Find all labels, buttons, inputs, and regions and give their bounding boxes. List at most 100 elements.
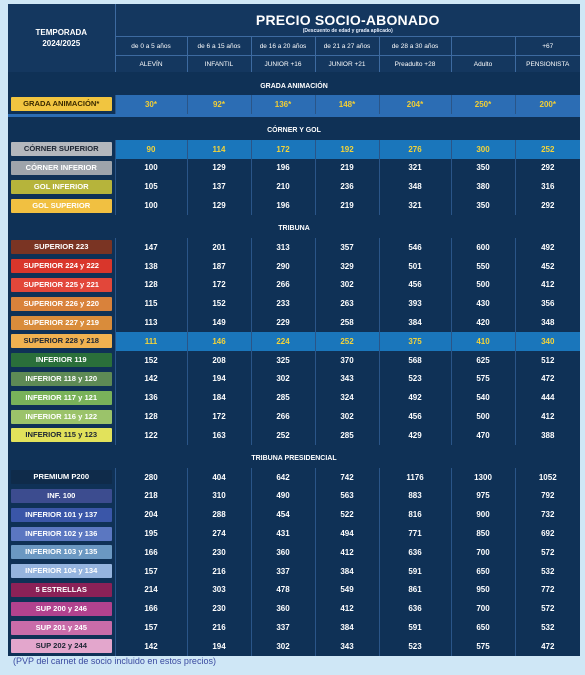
price-cell: 149	[186, 313, 251, 332]
table-row: GOL INFERIOR 105 137 210 236 348 380 316	[8, 177, 580, 197]
table-row: INFERIOR 102 y 136 195 274 431 494 771 850 692	[8, 524, 580, 543]
price-cell: 393	[378, 294, 451, 314]
zone-label-cell: SUPERIOR 228 y 218	[8, 332, 115, 351]
price-cell: 111	[114, 331, 187, 351]
price-cell: 142	[114, 369, 187, 389]
price-cell: 883	[378, 486, 451, 506]
zone-label-cell: PREMIUM P200	[8, 468, 115, 487]
price-cell: 642	[250, 467, 315, 487]
section-tribuna-presidencial: TRIBUNA PRESIDENCIAL	[8, 449, 580, 468]
price-cell: 290	[250, 256, 315, 276]
price-cell: 114	[186, 139, 251, 159]
category-6: PENSIONISTA	[515, 55, 580, 72]
price-cell: 218	[114, 486, 187, 506]
zone-label-cell: SUP 200 y 246	[8, 599, 115, 618]
price-cell: 742	[314, 467, 379, 487]
section-title: TRIBUNA	[8, 219, 580, 238]
zone-label-cell: SUPERIOR 223	[8, 238, 115, 257]
price-cell: 625	[450, 350, 515, 370]
price-cell: 100	[114, 158, 187, 178]
price-cell: 210	[250, 177, 315, 197]
price-cell: 216	[186, 618, 251, 637]
price-cell: 350	[450, 158, 515, 178]
price-cell: 230	[186, 542, 251, 562]
age-range-1: de 6 a 15 años	[187, 36, 252, 56]
price-cell: 591	[378, 618, 451, 637]
price-cell: 444	[514, 388, 580, 408]
price-cell: 313	[250, 237, 315, 257]
price-cell: 303	[186, 580, 251, 600]
zone-label: INFERIOR 102 y 136	[11, 526, 112, 541]
price-cell: 302	[314, 275, 379, 295]
price-cell: 285	[314, 425, 379, 445]
price-cell: 636	[378, 542, 451, 562]
price-cell: 136*	[250, 95, 315, 117]
zone-label-cell: SUP 201 y 245	[8, 618, 115, 637]
price-cell: 172	[186, 275, 251, 295]
zone-label-cell: SUPERIOR 227 y 219	[8, 313, 115, 332]
table-row: GOL SUPERIOR 100 129 196 219 321 350 292	[8, 196, 580, 215]
price-cell: 591	[378, 561, 451, 581]
price-cell: 452	[514, 256, 580, 276]
price-cell: 204	[114, 505, 187, 525]
price-cell: 412	[314, 599, 379, 619]
price-cell: 636	[378, 599, 451, 619]
zone-label-cell: INFERIOR 102 y 136	[8, 524, 115, 543]
price-cell: 384	[314, 618, 379, 637]
section-grada-animacion: GRADA ANIMACIÓN	[8, 77, 580, 95]
age-range-3: de 21 a 27 años	[315, 36, 380, 56]
price-cell: 771	[378, 524, 451, 543]
zone-label-cell: GOL INFERIOR	[8, 177, 115, 196]
zone-label: GOL INFERIOR	[11, 179, 112, 194]
price-cell: 252	[314, 331, 379, 351]
price-cell: 321	[378, 158, 451, 178]
section-title: GRADA ANIMACIÓN	[8, 77, 580, 95]
age-range-0: de 0 a 5 años	[115, 36, 188, 56]
price-cell: 816	[378, 505, 451, 525]
price-cell: 288	[186, 505, 251, 525]
price-cell: 412	[514, 275, 580, 295]
price-cell: 950	[450, 580, 515, 600]
price-cell: 572	[514, 599, 580, 619]
price-cell: 360	[250, 542, 315, 562]
price-cell: 1176	[378, 467, 451, 487]
price-cell: 166	[114, 599, 187, 619]
price-cell: 650	[450, 561, 515, 581]
price-cell: 194	[186, 369, 251, 389]
price-cell: 122	[114, 425, 187, 445]
price-cell: 152	[186, 294, 251, 314]
price-cell: 219	[314, 158, 379, 178]
price-cell: 147	[114, 237, 187, 257]
zone-label: SUPERIOR 228 y 218	[11, 334, 112, 349]
price-cell: 732	[514, 505, 580, 525]
price-cell: 137	[186, 177, 251, 197]
price-cell: 263	[314, 294, 379, 314]
price-cell: 470	[450, 425, 515, 445]
zone-label: GOL SUPERIOR	[11, 198, 112, 213]
price-cell: 563	[314, 486, 379, 506]
season-label: TEMPORADA 2024/2025	[8, 4, 116, 72]
zone-label-cell: INFERIOR 117 y 121	[8, 388, 115, 407]
price-cell: 490	[250, 486, 315, 506]
price-cell: 492	[378, 388, 451, 408]
price-cell: 128	[114, 275, 187, 295]
category-0: ALEVÍN	[115, 55, 188, 72]
price-cell: 456	[378, 407, 451, 426]
table-subtitle: (Descuento de edad y grada aplicado)	[115, 28, 580, 37]
price-cell: 200*	[514, 95, 580, 117]
price-cell: 431	[250, 524, 315, 543]
zone-label: INFERIOR 117 y 121	[11, 390, 112, 405]
price-cell: 115	[114, 294, 187, 314]
price-cell: 350	[450, 196, 515, 215]
price-cell: 302	[250, 636, 315, 656]
price-cell: 302	[250, 369, 315, 389]
price-cell: 343	[314, 636, 379, 656]
price-cell: 430	[450, 294, 515, 314]
price-cell: 187	[186, 256, 251, 276]
price-cell: 128	[114, 407, 187, 426]
price-cell: 975	[450, 486, 515, 506]
section-tribuna: TRIBUNA	[8, 219, 580, 238]
price-cell: 492	[514, 237, 580, 257]
price-cell: 500	[450, 275, 515, 295]
price-cell: 172	[186, 407, 251, 426]
